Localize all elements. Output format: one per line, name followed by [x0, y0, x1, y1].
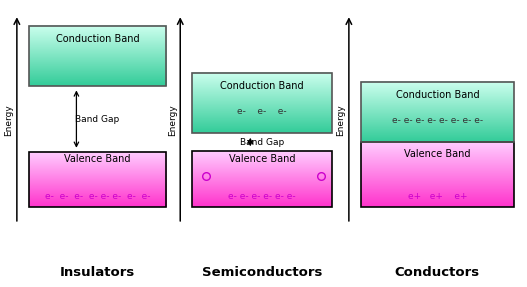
- Text: e- e- e- e- e- e- e- e-: e- e- e- e- e- e- e- e-: [392, 116, 483, 125]
- Text: Conduction Band: Conduction Band: [220, 81, 304, 91]
- Bar: [29, 26, 166, 86]
- Text: Conductors: Conductors: [395, 266, 480, 279]
- Text: Energy: Energy: [168, 105, 177, 136]
- Text: Valence Band: Valence Band: [404, 149, 471, 159]
- Text: e-    e-    e-: e- e- e-: [237, 107, 287, 117]
- Bar: [192, 151, 332, 207]
- Text: e- e- e- e- e- e-: e- e- e- e- e- e-: [228, 192, 296, 201]
- Text: Band Gap: Band Gap: [75, 115, 120, 124]
- Text: Energy: Energy: [4, 105, 14, 136]
- Text: Insulators: Insulators: [60, 266, 135, 279]
- Bar: [361, 82, 514, 142]
- Bar: [361, 142, 514, 207]
- Text: Energy: Energy: [336, 105, 346, 136]
- Text: Conduction Band: Conduction Band: [396, 90, 479, 100]
- Text: Valence Band: Valence Band: [64, 154, 131, 164]
- Text: Band Gap: Band Gap: [240, 138, 284, 147]
- Text: Valence Band: Valence Band: [229, 154, 295, 164]
- Text: Semiconductors: Semiconductors: [202, 266, 322, 279]
- Text: e-  e-  e-  e- e- e-  e-  e-: e- e- e- e- e- e- e- e-: [45, 192, 150, 201]
- Bar: [29, 152, 166, 207]
- Bar: [192, 73, 332, 133]
- Text: Conduction Band: Conduction Band: [56, 34, 139, 44]
- Text: e+   e+    e+: e+ e+ e+: [408, 192, 467, 201]
